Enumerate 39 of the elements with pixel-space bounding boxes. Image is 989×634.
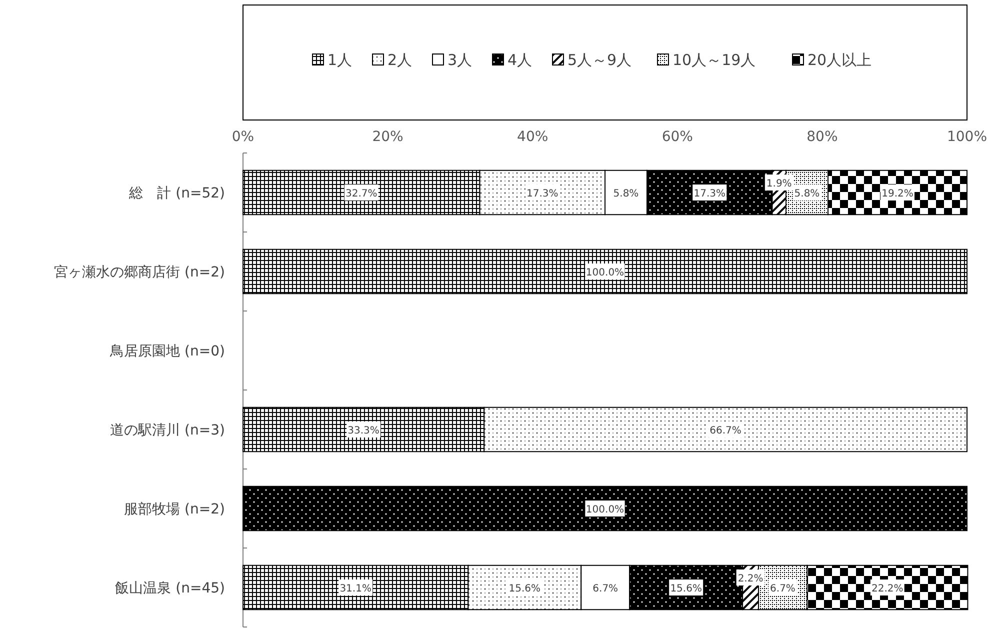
legend-label: 20人以上 [808, 51, 872, 69]
x-tick-label: 100% [946, 129, 988, 145]
data-label: 17.3% [694, 188, 726, 200]
legend-label: 5人～9人 [568, 51, 632, 69]
legend-label: 3人 [448, 51, 472, 69]
y-tick-label: 服部牧場 (n=2) [124, 502, 225, 518]
legend-label: 2人 [388, 51, 412, 69]
x-tick-label: 20% [372, 129, 404, 145]
legend-label: 4人 [508, 51, 532, 69]
data-label: 100.0% [586, 504, 624, 516]
data-label: 17.3% [526, 188, 558, 200]
data-label: 2.2% [738, 574, 764, 584]
data-label: 6.7% [592, 584, 618, 594]
data-label: 5.8% [613, 188, 639, 200]
y-tick-label: 道の駅清川 (n=3) [110, 422, 225, 438]
data-label: 22.2% [871, 584, 904, 594]
data-label: 5.8% [794, 188, 820, 200]
bar [242, 486, 968, 532]
data-label: 33.3% [348, 426, 380, 436]
legend-label: 10人～19人 [672, 51, 756, 69]
x-tick-label: 40% [517, 129, 548, 145]
data-label: 31.1% [340, 584, 372, 594]
x-tick-label: 0% [232, 129, 254, 145]
data-label: 6.7% [770, 584, 796, 594]
y-tick-label: 鳥居原園地 (n=0) [109, 344, 225, 360]
y-tick-label: 総 計 (n=52) [128, 186, 225, 202]
data-label: 32.7% [345, 188, 378, 200]
bar [242, 248, 968, 294]
data-label: 15.6% [670, 584, 702, 594]
data-label: 15.6% [508, 584, 541, 594]
y-tick-label: 飯山温泉 (n=45) [115, 580, 225, 596]
data-label: 1.9% [766, 178, 792, 190]
data-label: 19.2% [882, 188, 914, 200]
y-tick-label: 宮ヶ瀬水の郷商店街 (n=2) [54, 264, 225, 280]
data-label: 66.7% [710, 426, 742, 436]
legend-label: 1人 [328, 51, 352, 69]
data-label: 100.0% [586, 268, 624, 278]
x-tick-label: 80% [806, 129, 838, 145]
x-tick-label: 60% [662, 129, 693, 145]
